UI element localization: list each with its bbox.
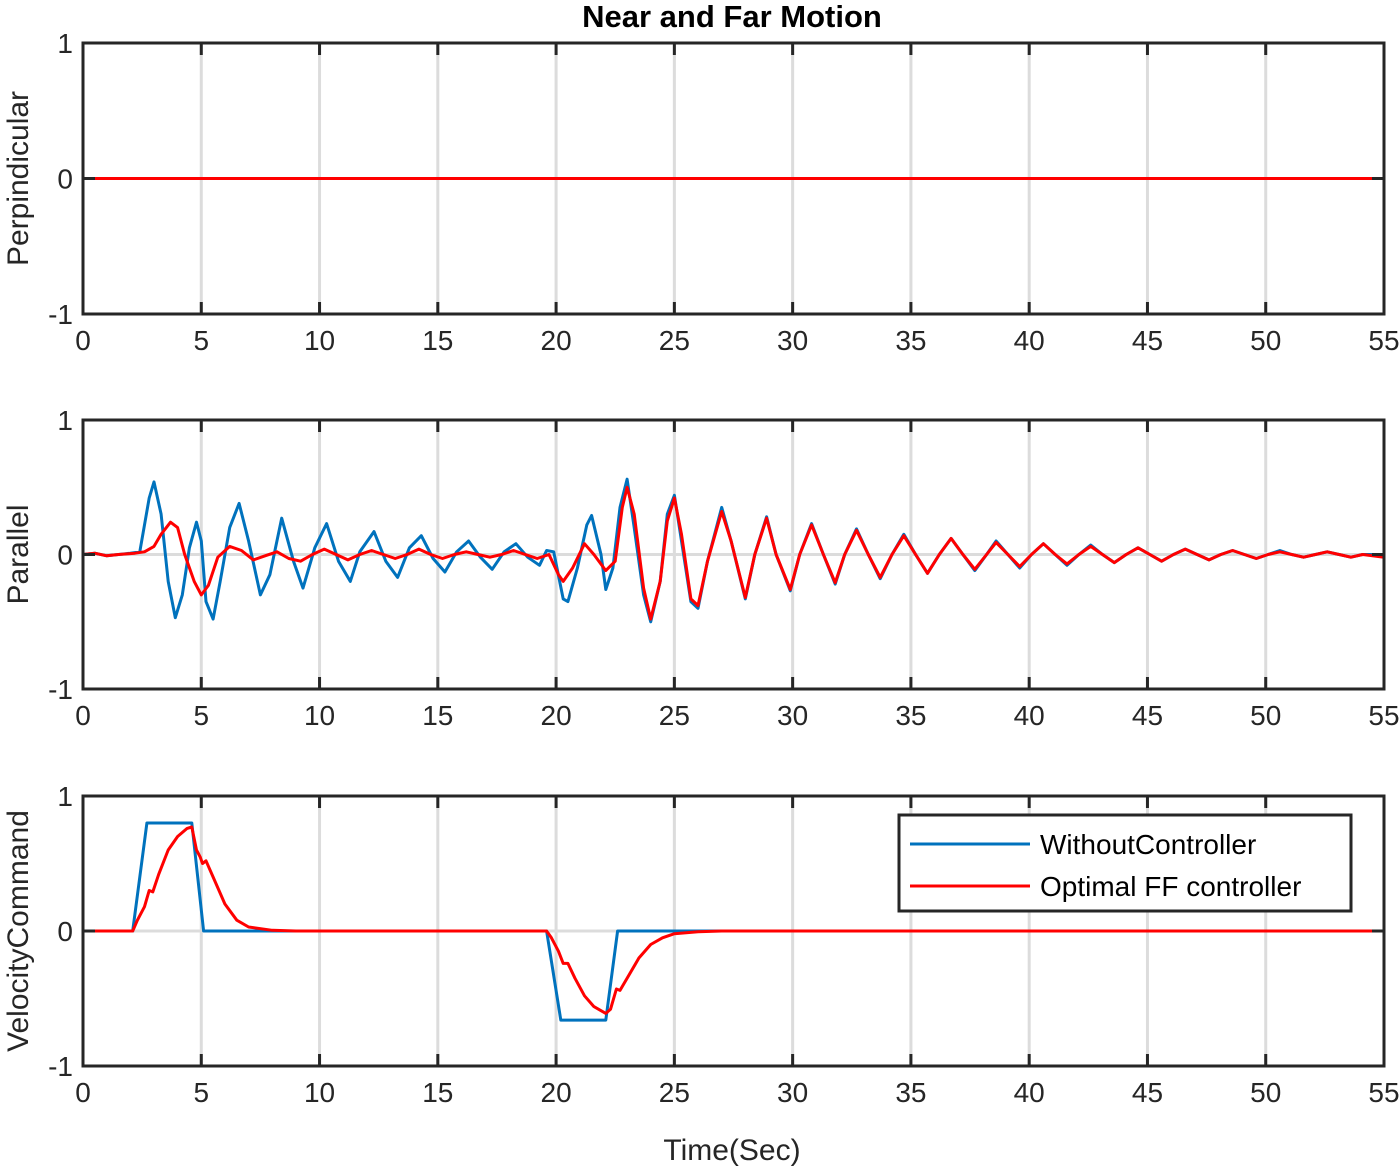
figure-title: Near and Far Motion bbox=[582, 0, 882, 34]
y-tick-label: 0 bbox=[57, 916, 73, 947]
x-tick-label: 25 bbox=[659, 325, 690, 356]
legend-box bbox=[897, 813, 1353, 913]
x-tick-label: 35 bbox=[895, 325, 926, 356]
x-tick-label: 5 bbox=[193, 1077, 209, 1108]
x-tick-label: 40 bbox=[1014, 1077, 1045, 1108]
x-tick-label: 20 bbox=[541, 325, 572, 356]
y-tick-label: 0 bbox=[57, 164, 73, 195]
x-tick-label: 50 bbox=[1250, 700, 1281, 731]
x-tick-label: 50 bbox=[1250, 325, 1281, 356]
x-tick-label: 15 bbox=[422, 1077, 453, 1108]
x-tick-label: 10 bbox=[304, 325, 335, 356]
x-tick-label: 45 bbox=[1132, 325, 1163, 356]
x-tick-label: 45 bbox=[1132, 700, 1163, 731]
x-tick-label: 5 bbox=[193, 325, 209, 356]
x-tick-label: 30 bbox=[777, 700, 808, 731]
x-tick-label: 0 bbox=[75, 1077, 91, 1108]
x-tick-label: 20 bbox=[541, 700, 572, 731]
x-tick-label: 0 bbox=[75, 700, 91, 731]
y-axis-label: Parallel bbox=[2, 504, 35, 604]
x-tick-label: 30 bbox=[777, 325, 808, 356]
x-tick-label: 25 bbox=[659, 700, 690, 731]
y-tick-label: 1 bbox=[57, 781, 73, 812]
y-tick-label: 0 bbox=[57, 540, 73, 571]
x-tick-label: 5 bbox=[193, 700, 209, 731]
series-line-optimal bbox=[81, 485, 1386, 621]
x-tick-label: 40 bbox=[1014, 325, 1045, 356]
y-axis-label: Perpindicular bbox=[2, 91, 35, 266]
x-axis-label: Time(Sec) bbox=[663, 1134, 800, 1167]
x-tick-label: 55 bbox=[1368, 325, 1399, 356]
series-line-optimal bbox=[81, 825, 1386, 1015]
x-tick-label: 45 bbox=[1132, 1077, 1163, 1108]
x-tick-label: 55 bbox=[1368, 1077, 1399, 1108]
y-tick-label: 1 bbox=[57, 28, 73, 59]
x-tick-label: 10 bbox=[304, 1077, 335, 1108]
x-tick-label: 40 bbox=[1014, 700, 1045, 731]
x-tick-label: 15 bbox=[422, 700, 453, 731]
x-tick-label: 35 bbox=[895, 700, 926, 731]
legend-label-optimal-ff-controller: Optimal FF controller bbox=[1040, 871, 1301, 902]
legend-label-without-controller: WithoutController bbox=[1040, 829, 1256, 860]
x-tick-label: 25 bbox=[659, 1077, 690, 1108]
x-tick-label: 50 bbox=[1250, 1077, 1281, 1108]
y-tick-label: -1 bbox=[48, 299, 73, 330]
x-tick-label: 15 bbox=[422, 325, 453, 356]
y-axis-label: VelocityCommand bbox=[2, 810, 35, 1052]
x-tick-label: 30 bbox=[777, 1077, 808, 1108]
y-tick-label: -1 bbox=[48, 674, 73, 705]
x-tick-label: 10 bbox=[304, 700, 335, 731]
x-tick-label: 55 bbox=[1368, 700, 1399, 731]
panel-velocity-command: 0 5 10 15 20 25 30 35 40 45 50 55-101VelocityComman… bbox=[2, 781, 1400, 1108]
legend: WithoutController Optimal FF controller bbox=[897, 813, 1353, 913]
y-tick-label: 1 bbox=[57, 405, 73, 436]
x-tick-label: 20 bbox=[541, 1077, 572, 1108]
x-tick-label: 35 bbox=[895, 1077, 926, 1108]
x-tick-label: 0 bbox=[75, 325, 91, 356]
y-tick-label: -1 bbox=[48, 1051, 73, 1082]
